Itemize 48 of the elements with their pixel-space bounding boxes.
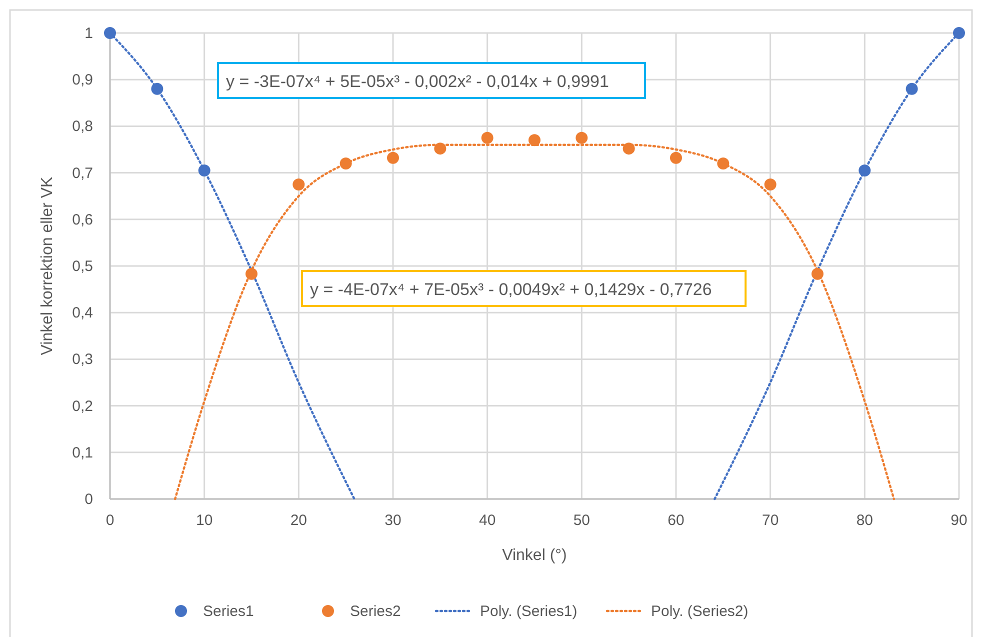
y-tick-label: 0,4 [72,304,93,322]
x-tick-label: 10 [196,512,213,529]
point [528,134,540,146]
x-tick-label: 70 [762,512,779,529]
point [481,132,494,144]
y-tick-label: 1 [84,25,93,42]
point [576,132,588,144]
point [812,268,824,280]
y-tick-label: 0,6 [72,211,93,228]
point [717,157,730,170]
x-tick-label: 80 [856,512,874,529]
point [151,82,164,95]
y-tick-label: 0 [84,491,93,508]
point [292,178,305,190]
x-tick-label: 40 [478,512,496,529]
annotation: y = -3E-07x⁴ + 5E-05x³ - 0,002x² - 0,014x + 0,9991 [226,72,609,91]
point [104,27,116,39]
y-tick-label: 0,5 [72,258,93,275]
point [387,152,399,164]
y-tick-label: 0,3 [72,351,93,368]
legend-label: Series2 [350,603,401,620]
x-axis-title: Vinkel (°) [502,547,567,564]
point [246,268,258,280]
y-tick-label: 0,7 [72,164,93,182]
x-tick-label: 30 [384,512,402,529]
point [434,142,446,155]
x-tick-label: 90 [950,512,968,529]
y-axis-title: Vinkel korrektion eller VK [39,176,56,356]
legend-label: Series1 [203,603,254,620]
point [670,152,682,164]
point [340,157,352,170]
x-tick-label: 50 [573,512,590,529]
x-tick-label: 60 [668,512,684,529]
point [198,164,210,176]
annotation: y = -4E-07x⁴ + 7E-05x³ - 0,0049x² + 0,1429x - 0,7726 [310,280,712,299]
y-tick-label: 0,1 [72,444,93,462]
point [764,178,776,190]
point [858,164,871,176]
point [622,142,635,155]
point [906,82,918,95]
point [953,27,965,39]
y-tick-label: 0,8 [72,118,93,136]
legend-label: Poly. (Series2) [651,603,748,620]
legend-label: Poly. (Series1) [480,603,578,620]
x-tick-label: 0 [106,512,114,529]
x-tick-label: 20 [290,512,308,529]
y-tick-label: 0,2 [72,398,93,415]
y-tick-label: 0,9 [72,72,93,89]
